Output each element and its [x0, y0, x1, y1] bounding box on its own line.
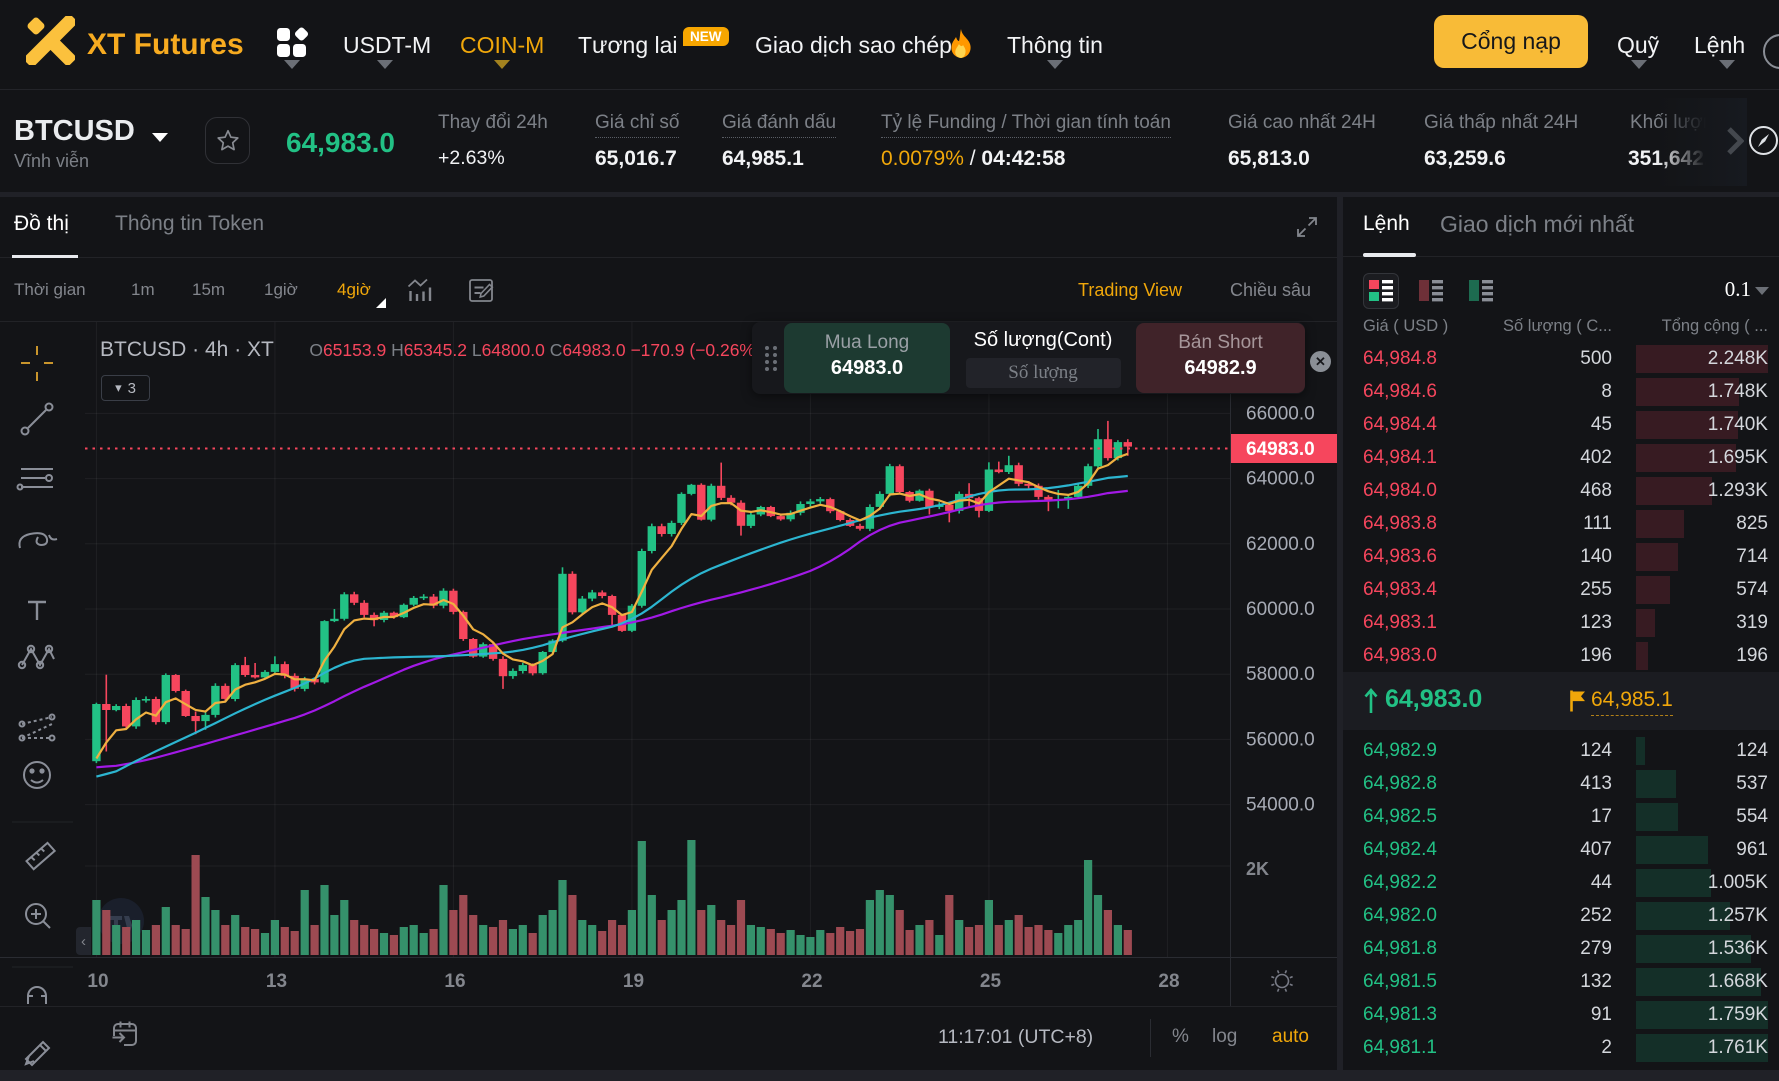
- svg-text:64983.0: 64983.0: [1246, 439, 1315, 460]
- svg-text:54000.0: 54000.0: [1246, 795, 1315, 816]
- svg-text:25: 25: [980, 971, 1002, 992]
- svg-text:58000.0: 58000.0: [1246, 664, 1315, 685]
- svg-text:22: 22: [801, 971, 822, 992]
- svg-text:10: 10: [87, 971, 108, 992]
- svg-text:62000.0: 62000.0: [1246, 534, 1315, 555]
- svg-text:66000.0: 66000.0: [1246, 403, 1315, 424]
- svg-text:56000.0: 56000.0: [1246, 729, 1315, 750]
- svg-text:28: 28: [1158, 971, 1179, 992]
- svg-text:60000.0: 60000.0: [1246, 599, 1315, 620]
- svg-text:19: 19: [623, 971, 644, 992]
- svg-text:13: 13: [266, 971, 287, 992]
- svg-text:16: 16: [444, 971, 465, 992]
- svg-text:2K: 2K: [1246, 859, 1269, 879]
- svg-text:64000.0: 64000.0: [1246, 469, 1315, 490]
